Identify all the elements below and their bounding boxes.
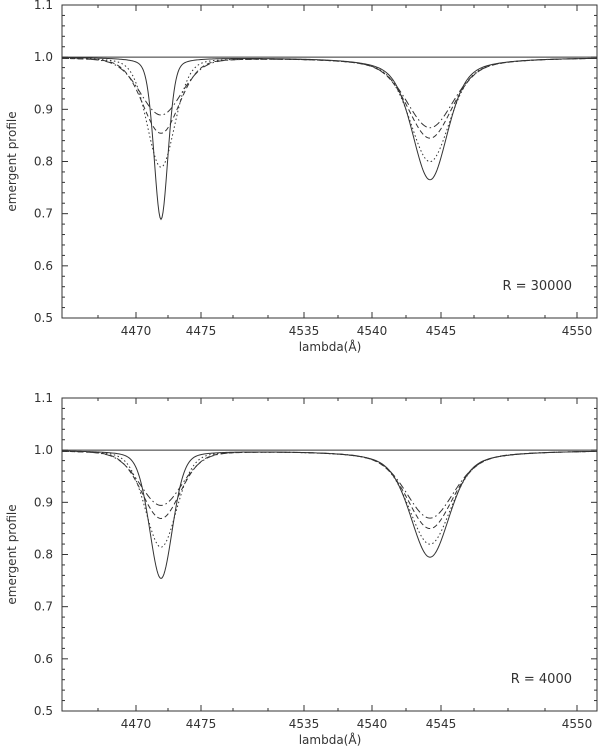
series-line-solid (61, 57, 598, 221)
y-axis-title: emergent profile (5, 504, 19, 604)
y-tick-label: 1.1 (34, 391, 53, 405)
x-tick-label: 4550 (562, 717, 593, 731)
y-tick-label: 1.0 (34, 443, 53, 457)
x-axis-title: lambda(Å) (299, 339, 362, 354)
series-line-dotted (61, 57, 598, 168)
x-tick-label: 4550 (562, 324, 593, 338)
y-tick-label: 0.6 (34, 652, 53, 666)
x-tick-label: 4535 (289, 324, 320, 338)
resolution-annotation: R = 4000 (511, 672, 572, 687)
x-tick-label: 4540 (357, 717, 388, 731)
plot-frame (61, 4, 598, 319)
y-tick-label: 1.1 (34, 0, 53, 12)
x-tick-label: 4545 (426, 717, 457, 731)
y-tick-label: 0.9 (34, 102, 53, 116)
series-line-dashdot (61, 57, 598, 129)
x-tick-label: 4475 (186, 717, 217, 731)
y-tick-label: 0.8 (34, 548, 53, 562)
y-tick-label: 1.0 (34, 50, 53, 64)
series-line-dashdot (61, 450, 598, 519)
x-tick-label: 4470 (121, 717, 152, 731)
y-tick-label: 0.7 (34, 207, 53, 221)
resolution-annotation: R = 30000 (502, 279, 572, 294)
y-tick-label: 0.6 (34, 259, 53, 273)
y-tick-label: 0.8 (34, 155, 53, 169)
chart-panel-top: 0.5 0.6 0.7 0.8 0.9 1.0 1.1 4470 4475 4535 4540 454… (5, 0, 598, 354)
x-tick-label: 4540 (357, 324, 388, 338)
x-axis-title: lambda(Å) (299, 732, 362, 747)
y-tick-label: 0.5 (34, 311, 53, 325)
y-tick-label: 0.9 (34, 495, 53, 509)
plot-frame (61, 397, 598, 712)
y-tick-label: 0.7 (34, 600, 53, 614)
series-line-dotted (61, 450, 598, 548)
x-tick-label: 4470 (121, 324, 152, 338)
y-tick-label: 0.5 (34, 704, 53, 718)
x-tick-label: 4545 (426, 324, 457, 338)
x-tick-label: 4535 (289, 717, 320, 731)
series-line-dashed (61, 57, 598, 139)
y-axis-title: emergent profile (5, 111, 19, 211)
chart-panel-bottom: 0.5 0.6 0.7 0.8 0.9 1.0 1.1 4470 4475 4535 4540 454… (5, 391, 598, 747)
series-line-solid (61, 450, 598, 580)
x-tick-label: 4475 (186, 324, 217, 338)
